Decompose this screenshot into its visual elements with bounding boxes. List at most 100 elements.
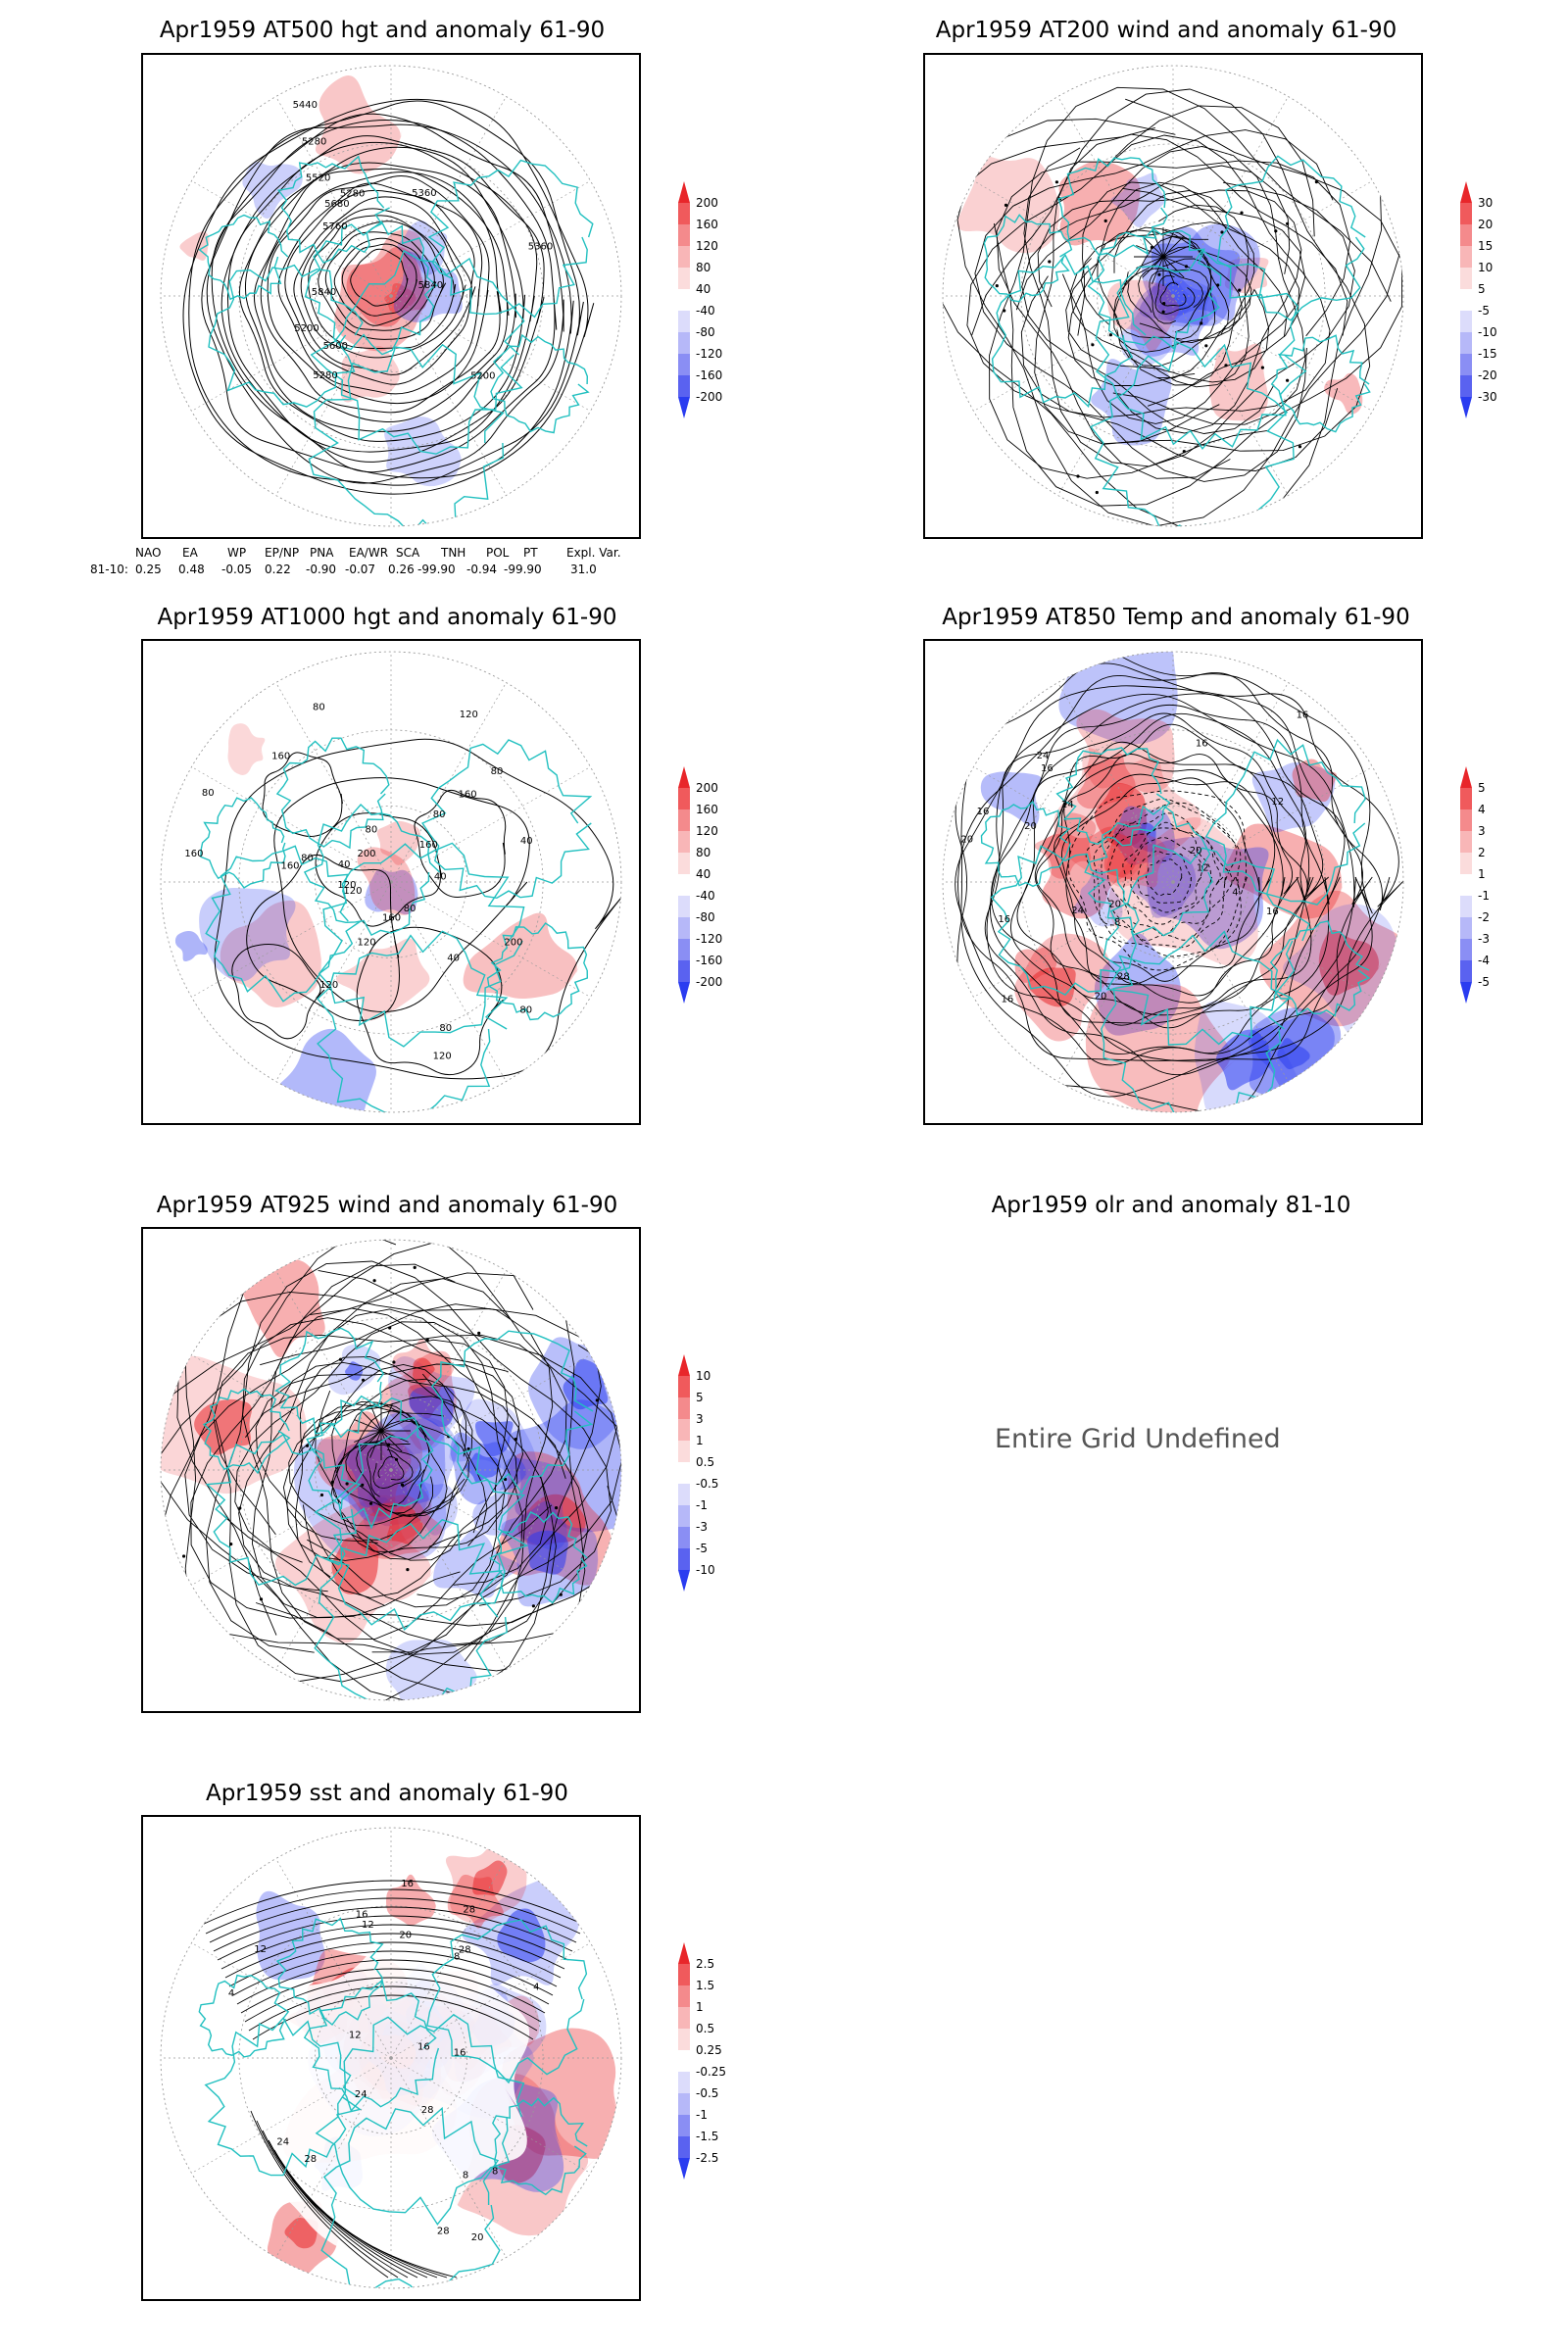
contour-label: 160 xyxy=(459,790,477,801)
colorbar-tick-label: 160 xyxy=(696,803,718,816)
colorbar-tick-label: 2.5 xyxy=(696,1957,714,1971)
contour-label: 40 xyxy=(447,954,460,964)
contour-label: 16 xyxy=(998,914,1010,925)
coastlines xyxy=(202,1327,594,1700)
contour-label: 160 xyxy=(280,860,299,871)
contour-label: 20 xyxy=(471,2232,484,2243)
contour-label: 12 xyxy=(1271,797,1284,808)
colorbar-tick-label: -5 xyxy=(1478,304,1490,318)
colorbar-tick-label: -2 xyxy=(1478,910,1490,924)
colorbar-tick-label: -1 xyxy=(696,1498,708,1512)
colorbar-tick-label: -200 xyxy=(696,975,722,989)
contour-label: 20 xyxy=(1024,821,1037,832)
coastlines xyxy=(198,155,594,526)
contour-label: 80 xyxy=(439,1023,452,1034)
colorbar-tick-label: -120 xyxy=(696,932,722,946)
contour-label: 4 xyxy=(533,1982,539,1992)
index-header: EA xyxy=(182,546,198,560)
colorbar-tick-label: 20 xyxy=(1478,218,1493,231)
teleconnection-index-table: NAO EA WP EP/NP PNA EA/WR SCA TNH POL PT Expl. Var… xyxy=(90,546,745,581)
panel-title-sst: Apr1959 sst and anomaly 61-90 xyxy=(206,1781,568,1806)
colorbar-tick-label: 4 xyxy=(1478,803,1486,816)
colorbar-tick-label: -160 xyxy=(696,368,722,382)
contour-label: 80 xyxy=(519,1004,532,1015)
colorbar-tick-label: -15 xyxy=(1478,347,1497,361)
colorbar-at200: 30 20 15 10 5 -5 -10 -15 -20 -30 xyxy=(1458,172,1537,446)
colorbar-tick-label: 2 xyxy=(1478,846,1486,859)
panel-title-at925: Apr1959 AT925 wind and anomaly 61-90 xyxy=(156,1193,618,1218)
contour-label: 5360 xyxy=(412,188,436,199)
index-header: EA/WR xyxy=(349,546,389,560)
contour-label: 40 xyxy=(520,836,533,847)
coastlines xyxy=(200,737,593,1112)
contour-label: 80 xyxy=(404,904,416,914)
colorbar-tick-label: -200 xyxy=(696,390,722,404)
map-at850: 16 16 4 8 20 12 16 20 24 16 12 16 20 24 16 20 28 24 16 20 xyxy=(923,639,1423,1125)
colorbar-tick-label: 200 xyxy=(696,781,718,795)
contour-label: 80 xyxy=(491,766,504,777)
colorbar-tick-label: -160 xyxy=(696,954,722,967)
colorbar-tick-label: 160 xyxy=(696,218,718,231)
contour-label: 5280 xyxy=(340,189,365,200)
contour-label: 20 xyxy=(1190,846,1202,857)
contour-label: 160 xyxy=(419,840,438,851)
contour-label: 80 xyxy=(433,809,446,820)
colorbar-tick-label: -10 xyxy=(696,1563,715,1577)
contour-label: 20 xyxy=(1108,900,1121,910)
colorbar-tick-label: 40 xyxy=(696,867,710,881)
contour-label: 120 xyxy=(337,880,356,891)
contour-label: 16 xyxy=(1266,906,1279,917)
colorbar-tick-label: 3 xyxy=(696,1412,704,1426)
contour-label: 24 xyxy=(1037,751,1050,761)
index-header: EP/NP xyxy=(265,546,300,560)
panel-title-olr: Apr1959 olr and anomaly 81-10 xyxy=(991,1193,1351,1218)
contour-label: 5600 xyxy=(323,341,348,352)
colorbar-at850: 5 4 3 2 1 -1 -2 -3 -4 -5 xyxy=(1458,757,1537,1031)
contour-label: 5200 xyxy=(470,371,495,382)
contour-label: 28 xyxy=(1117,972,1130,983)
colorbar-tick-label: 120 xyxy=(696,239,718,253)
contour-label: 40 xyxy=(434,872,447,883)
colorbar-tick-label: 5 xyxy=(1478,781,1486,795)
index-header: Expl. Var. xyxy=(566,546,621,560)
colorbar-tick-label: -1 xyxy=(1478,889,1490,903)
contour-label: 16 xyxy=(977,807,990,817)
colorbar-tick-label: 80 xyxy=(696,846,710,859)
contour-label: 28 xyxy=(421,2105,434,2116)
contour-label: 16 xyxy=(1297,710,1309,721)
colorbar-tick-label: 200 xyxy=(696,196,718,210)
contour-label: 40 xyxy=(338,859,351,870)
contour-label: 160 xyxy=(184,849,203,859)
contour-label: 5200 xyxy=(294,323,318,334)
map-at1000: 80 80 160 200 160 120 80 120 160 80 120 120 160 40 120… xyxy=(141,639,641,1125)
contour-label: 5440 xyxy=(293,100,318,111)
index-header: PT xyxy=(523,546,538,560)
contour-label: 120 xyxy=(358,938,376,949)
colorbar-at500: 200 160 120 80 40 -40 -80 -120 -160 -200 xyxy=(676,172,755,446)
contour-label: 24 xyxy=(355,2089,368,2100)
contour-label: 4 xyxy=(1232,888,1238,899)
panel-title-at850: Apr1959 AT850 Temp and anomaly 61-90 xyxy=(942,605,1410,630)
contour-label: 24 xyxy=(1071,906,1084,916)
colorbar-tick-label: -4 xyxy=(1478,954,1490,967)
coastlines xyxy=(198,1917,588,2288)
index-header: PNA xyxy=(310,546,334,560)
contour-label: 24 xyxy=(1061,800,1074,810)
index-value: -0.90 xyxy=(306,563,337,576)
contour-label: 16 xyxy=(417,2042,430,2053)
colorbar-tick-label: 1 xyxy=(696,1434,704,1447)
contour-label: 80 xyxy=(313,702,325,712)
index-value: -99.90 xyxy=(504,563,542,576)
colorbar-tick-label: -20 xyxy=(1478,368,1497,382)
contour-label: 80 xyxy=(301,853,314,863)
contour-label: 120 xyxy=(433,1052,452,1062)
contour-label: 12 xyxy=(362,1920,374,1931)
index-value: 0.25 xyxy=(135,563,162,576)
index-header: TNH xyxy=(441,546,466,560)
colorbar-tick-label: 80 xyxy=(696,261,710,274)
panel-title-at1000: Apr1959 AT1000 hgt and anomaly 61-90 xyxy=(157,605,617,630)
contour-label: 16 xyxy=(454,2048,466,2059)
contour-label: 4 xyxy=(228,1988,234,1999)
contour-label: 12 xyxy=(1197,863,1209,874)
contour-label: 5840 xyxy=(418,280,443,291)
